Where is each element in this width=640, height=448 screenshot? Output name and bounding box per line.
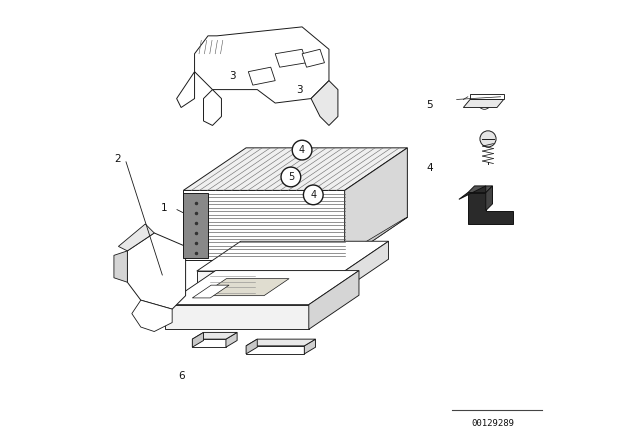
Circle shape [146, 261, 163, 277]
Text: 1: 1 [161, 203, 168, 213]
Polygon shape [192, 332, 204, 347]
Circle shape [227, 257, 238, 267]
Polygon shape [114, 251, 127, 282]
Polygon shape [192, 285, 229, 298]
Polygon shape [165, 271, 359, 305]
Polygon shape [204, 90, 221, 125]
Polygon shape [468, 193, 513, 224]
Text: 3: 3 [296, 85, 303, 95]
Circle shape [292, 140, 312, 160]
Polygon shape [468, 186, 493, 193]
Polygon shape [248, 67, 275, 85]
Polygon shape [201, 279, 289, 296]
Circle shape [281, 257, 292, 267]
Circle shape [480, 131, 496, 147]
Polygon shape [177, 72, 195, 108]
Text: 5: 5 [288, 172, 294, 182]
Polygon shape [246, 346, 305, 354]
Polygon shape [183, 148, 407, 190]
Text: 6: 6 [178, 371, 184, 381]
Text: 5: 5 [426, 100, 433, 110]
Text: 3: 3 [229, 71, 236, 81]
Polygon shape [196, 241, 388, 271]
Polygon shape [459, 186, 486, 199]
Polygon shape [118, 224, 154, 251]
Polygon shape [183, 193, 208, 258]
Polygon shape [192, 339, 226, 347]
Text: 4: 4 [426, 163, 433, 173]
Polygon shape [344, 241, 388, 289]
Circle shape [281, 167, 301, 187]
Polygon shape [344, 148, 407, 260]
Polygon shape [183, 190, 344, 260]
Polygon shape [226, 332, 237, 347]
Polygon shape [311, 81, 338, 125]
Polygon shape [132, 300, 172, 332]
Text: 4: 4 [299, 145, 305, 155]
Polygon shape [246, 339, 257, 354]
Text: 2: 2 [114, 154, 120, 164]
Polygon shape [195, 27, 329, 103]
Polygon shape [302, 49, 324, 67]
Polygon shape [470, 94, 504, 99]
Text: 00129289: 00129289 [471, 419, 514, 428]
Polygon shape [335, 217, 407, 260]
Polygon shape [196, 271, 344, 289]
Polygon shape [305, 339, 316, 354]
Text: 4: 4 [310, 190, 316, 200]
Polygon shape [246, 339, 316, 346]
Circle shape [478, 97, 491, 109]
Polygon shape [463, 99, 504, 108]
Polygon shape [127, 233, 186, 309]
Polygon shape [308, 271, 359, 329]
Circle shape [141, 282, 150, 291]
Polygon shape [165, 305, 308, 329]
Polygon shape [486, 186, 493, 211]
Circle shape [303, 185, 323, 205]
Polygon shape [192, 332, 237, 339]
Polygon shape [275, 49, 307, 67]
